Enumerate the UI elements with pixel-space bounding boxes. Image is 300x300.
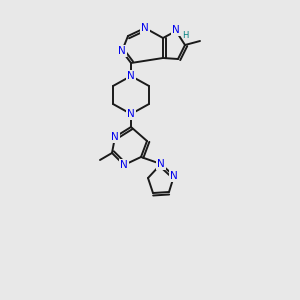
Text: N: N [172,25,180,35]
Text: N: N [127,109,135,119]
Text: N: N [111,132,119,142]
Text: N: N [120,160,128,170]
Text: N: N [118,46,126,56]
Text: N: N [127,71,135,81]
Text: N: N [157,159,165,169]
Text: H: H [182,31,188,40]
Text: N: N [170,171,178,181]
Text: N: N [141,23,149,33]
